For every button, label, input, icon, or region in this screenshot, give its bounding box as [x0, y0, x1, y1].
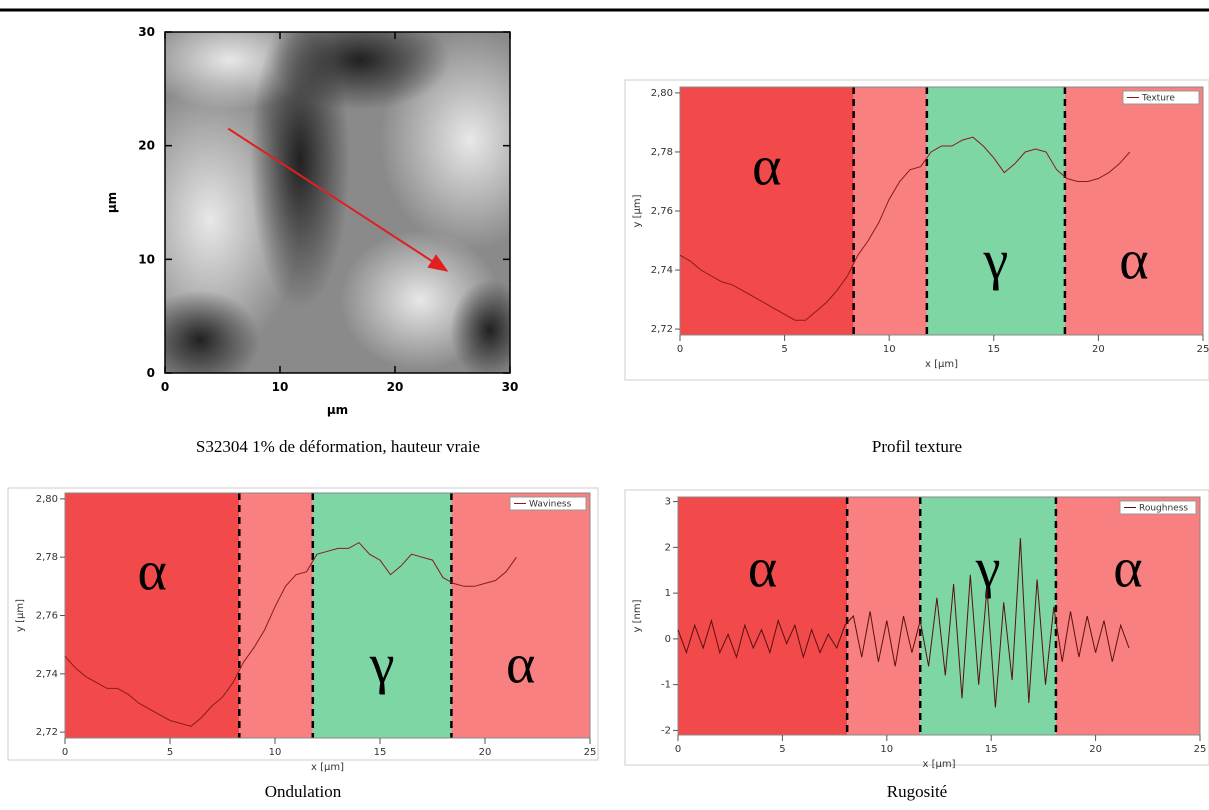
- phase-region: [680, 87, 854, 335]
- phase-label: α: [506, 634, 535, 696]
- legend-label: Roughness: [1139, 504, 1188, 514]
- legend-box: [1122, 90, 1200, 105]
- y-tick-label: 1: [665, 588, 671, 599]
- y-tick-label: 2,74: [651, 265, 673, 276]
- x-tick-label: 0: [161, 380, 169, 394]
- x-tick-label: 20: [1089, 744, 1102, 755]
- y-tick-label: 3: [665, 497, 671, 508]
- legend-box: [1119, 500, 1197, 515]
- arrow: [227, 127, 449, 272]
- y-tick-label: 2: [665, 542, 671, 553]
- x-axis-label: µm: [327, 403, 348, 417]
- x-tick-label: 5: [781, 344, 787, 355]
- y-axis-label: y [µm]: [15, 599, 26, 632]
- y-tick-label: 2,80: [651, 88, 673, 99]
- x-axis-label: x [µm]: [922, 759, 955, 770]
- y-tick-label: 2,80: [36, 494, 58, 505]
- x-tick-label: 0: [675, 744, 681, 755]
- y-tick-label: 2,78: [36, 552, 58, 563]
- legend-box: [509, 496, 587, 511]
- y-tick-label: -1: [661, 680, 671, 691]
- x-tick-label: 15: [987, 344, 1000, 355]
- x-tick-label: 25: [1197, 344, 1209, 355]
- y-tick-label: 2,78: [651, 147, 673, 158]
- phase-label: α: [752, 135, 781, 197]
- phase-label: γ: [369, 634, 395, 696]
- caption: S32304 1% de déformation, hauteur vraie: [196, 437, 480, 456]
- x-tick-label: 15: [985, 744, 998, 755]
- phase-region: [926, 87, 1065, 335]
- y-axis-label: µm: [105, 192, 119, 213]
- x-tick-label: 0: [677, 344, 683, 355]
- phase-region: [451, 493, 590, 738]
- y-tick-label: 30: [138, 25, 155, 39]
- afm-image: [165, 32, 510, 373]
- phase-region: [920, 497, 1056, 735]
- phase-region: [853, 87, 927, 335]
- y-tick-label: 2,74: [36, 669, 58, 680]
- series-line: [679, 136, 1131, 321]
- legend-label: Waviness: [529, 500, 572, 510]
- x-tick-label: 0: [62, 747, 68, 758]
- x-tick-label: 25: [1194, 744, 1207, 755]
- phase-region: [1064, 87, 1203, 335]
- x-tick-label: 5: [779, 744, 785, 755]
- y-tick-label: 2,76: [651, 206, 673, 217]
- x-tick-label: 20: [1092, 344, 1105, 355]
- x-axis-label: x [µm]: [311, 762, 344, 773]
- phase-label: γ: [983, 230, 1009, 292]
- x-tick-label: 5: [167, 747, 173, 758]
- x-tick-label: 10: [883, 344, 896, 355]
- phase-region: [847, 497, 921, 735]
- y-tick-label: 2,76: [36, 611, 58, 622]
- phase-region: [239, 493, 313, 738]
- x-tick-label: 10: [272, 380, 289, 394]
- y-axis-label: y [µm]: [632, 194, 643, 227]
- plot-frame: [164, 31, 511, 374]
- y-tick-label: 2,72: [36, 727, 58, 738]
- x-tick-label: 10: [880, 744, 893, 755]
- x-axis-label: x [µm]: [925, 359, 958, 370]
- caption: Ondulation: [265, 782, 342, 801]
- x-tick-label: 25: [584, 747, 597, 758]
- series-line: [677, 538, 1130, 708]
- x-tick-label: 30: [502, 380, 519, 394]
- series-line: [64, 541, 517, 727]
- phase-region: [1055, 497, 1200, 735]
- phase-label: α: [1119, 230, 1148, 292]
- y-tick-label: 0: [147, 366, 155, 380]
- phase-label: α: [1113, 537, 1142, 599]
- phase-region: [678, 497, 848, 735]
- y-tick-label: 2,72: [651, 324, 673, 335]
- phase-label: α: [137, 540, 166, 602]
- y-tick-label: 20: [138, 139, 155, 153]
- caption: Rugosité: [887, 782, 947, 801]
- phase-region: [312, 493, 452, 738]
- x-tick-label: 20: [387, 380, 404, 394]
- caption: Profil texture: [872, 437, 962, 456]
- phase-label: γ: [975, 537, 1001, 599]
- legend-label: Texture: [1141, 94, 1175, 104]
- phase-region: [65, 493, 240, 738]
- x-tick-label: 20: [479, 747, 492, 758]
- y-axis-label: y [nm]: [632, 599, 643, 632]
- x-tick-label: 10: [269, 747, 282, 758]
- x-tick-label: 15: [374, 747, 387, 758]
- y-tick-label: -2: [661, 725, 671, 736]
- y-tick-label: 0: [665, 634, 671, 645]
- plot-frame: [677, 496, 1201, 736]
- phase-label: α: [748, 537, 777, 599]
- y-tick-label: 10: [138, 252, 155, 266]
